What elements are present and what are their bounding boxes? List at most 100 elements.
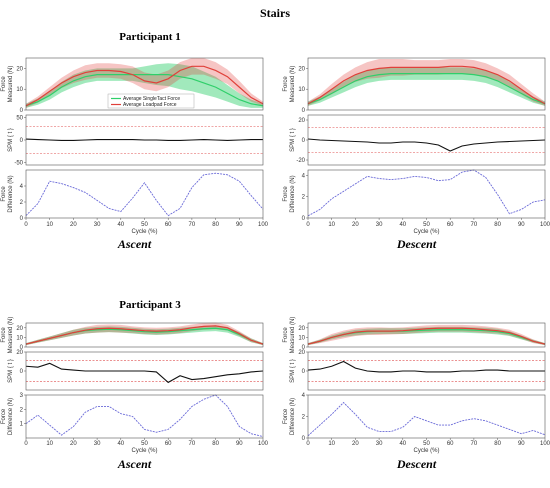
x-tick-label-60: 60 — [165, 441, 172, 447]
difference-tick-label-1: 2 — [302, 195, 306, 201]
spm-tick-label-1: 0 — [302, 369, 306, 375]
difference-ylabel-0: Force — [283, 408, 289, 424]
x-tick-label-10: 10 — [328, 222, 335, 228]
difference-tick-label-2: 4 — [302, 393, 306, 399]
x-tick-label-10: 10 — [328, 441, 335, 447]
difference-ylabel-0: Force — [1, 186, 7, 202]
x-tick-label-100: 100 — [540, 222, 550, 228]
force-ylabel-0: Force — [283, 327, 289, 343]
force-ylabel-1: Measured (N) — [8, 66, 14, 103]
force-ylabel-0: Force — [283, 76, 289, 92]
spm-tick-label-1: 0 — [302, 138, 306, 144]
spm-tick-label-1: 0 — [20, 369, 24, 375]
difference-panel-frame — [307, 169, 546, 219]
participant-1-title: Participant 1 — [119, 31, 180, 43]
difference-ylabel-1: Difference (N) — [8, 175, 14, 212]
x-tick-label-30: 30 — [94, 441, 101, 447]
force-tick-label-0: 0 — [302, 345, 306, 351]
force-tick-label-0: 0 — [20, 108, 24, 114]
spm-tick-label-0: 20 — [16, 350, 23, 356]
spm-ylabel-0: SPM { t } — [290, 359, 296, 383]
legend-singletact-label: Average SingleTact Force — [123, 96, 180, 102]
x-tick-label-10: 10 — [46, 222, 53, 228]
difference-tick-label-1: 2 — [20, 200, 24, 206]
x-tick-label-90: 90 — [236, 222, 243, 228]
x-tick-label-80: 80 — [494, 222, 501, 228]
singletact-force-line — [307, 72, 546, 105]
difference-tick-label-2: 4 — [20, 184, 24, 190]
x-tick-label-0: 0 — [306, 222, 310, 228]
difference-tick-label-2: 3 — [20, 393, 24, 399]
difference-tick-label-0: 0 — [302, 436, 306, 442]
x-tick-label-90: 90 — [236, 441, 243, 447]
x-tick-label-10: 10 — [46, 441, 53, 447]
x-tick-label-50: 50 — [423, 222, 430, 228]
x-tick-label-30: 30 — [376, 222, 383, 228]
participant-3-title: Participant 3 — [119, 299, 181, 311]
force-tick-label-0: 0 — [302, 108, 306, 114]
x-tick-label-60: 60 — [447, 441, 454, 447]
x-tick-label-60: 60 — [447, 222, 454, 228]
loadpad-force-line — [307, 65, 546, 105]
x-tick-label-100: 100 — [258, 222, 269, 228]
legend-loadpad-label: Average Loadpad Force — [123, 102, 177, 108]
difference-ylabel-1: Difference (N) — [290, 175, 296, 212]
x-tick-label-0: 0 — [24, 222, 28, 228]
spm-tick-label-2: -50 — [14, 161, 23, 167]
x-tick-label-30: 30 — [376, 441, 383, 447]
force-tick-label-1: 10 — [298, 335, 305, 341]
x-tick-label-0: 0 — [306, 441, 310, 447]
x-tick-label-40: 40 — [399, 441, 406, 447]
spm-t-line — [307, 138, 546, 152]
force-tick-label-2: 20 — [16, 326, 23, 332]
force-tick-label-1: 10 — [16, 335, 23, 341]
loadpad-sd-band — [308, 59, 545, 106]
loadpad-sd-band — [26, 58, 263, 108]
force-ylabel-0: Force — [1, 76, 7, 92]
difference-ylabel-0: Force — [283, 186, 289, 202]
figure-title: Stairs — [260, 6, 290, 20]
force-panel-frame — [25, 322, 264, 348]
difference-panel-frame — [307, 394, 546, 439]
force-ylabel-0: Force — [1, 327, 7, 343]
spm-ylabel-0: SPM { t } — [290, 128, 296, 152]
spm-ylabel-0: SPM { t } — [8, 128, 14, 152]
x-tick-label-100: 100 — [258, 441, 269, 447]
x-tick-label-90: 90 — [518, 441, 525, 447]
spm-panel-frame — [307, 114, 546, 166]
force-ylabel-1: Measured (N) — [290, 317, 296, 354]
loadpad-force-line — [25, 65, 264, 107]
spm-ylabel-0: SPM { t } — [8, 359, 14, 383]
spm-tick-label-1: 0 — [20, 138, 24, 144]
spm-t-line — [307, 360, 545, 373]
panel-caption: Descent — [396, 457, 437, 471]
x-axis-label: Cycle (%) — [413, 229, 439, 235]
x-axis-label: Cycle (%) — [131, 229, 157, 235]
x-tick-label-60: 60 — [165, 222, 172, 228]
panel-caption: Ascent — [117, 457, 152, 471]
force-tick-label-1: 10 — [298, 87, 305, 93]
force-ylabel-1: Measured (N) — [8, 317, 14, 354]
difference-panel-frame — [25, 394, 264, 439]
panel-caption: Ascent — [117, 237, 152, 251]
legend-box — [107, 93, 195, 109]
x-tick-label-50: 50 — [141, 222, 148, 228]
x-tick-label-70: 70 — [471, 441, 478, 447]
x-tick-label-70: 70 — [189, 222, 196, 228]
difference-panel-frame — [25, 169, 264, 219]
difference-ylabel-0: Force — [1, 408, 7, 424]
singletact-force-line — [25, 74, 264, 107]
force-tick-label-2: 20 — [298, 326, 305, 332]
spm-t-line — [25, 138, 263, 142]
spm-tick-label-0: 20 — [298, 350, 305, 356]
x-tick-label-70: 70 — [189, 441, 196, 447]
force-panel-frame — [307, 57, 546, 111]
x-tick-label-50: 50 — [141, 441, 148, 447]
force-difference-line — [307, 401, 546, 437]
x-tick-label-100: 100 — [540, 441, 550, 447]
x-tick-label-40: 40 — [399, 222, 406, 228]
x-tick-label-80: 80 — [212, 222, 219, 228]
x-tick-label-90: 90 — [518, 222, 525, 228]
